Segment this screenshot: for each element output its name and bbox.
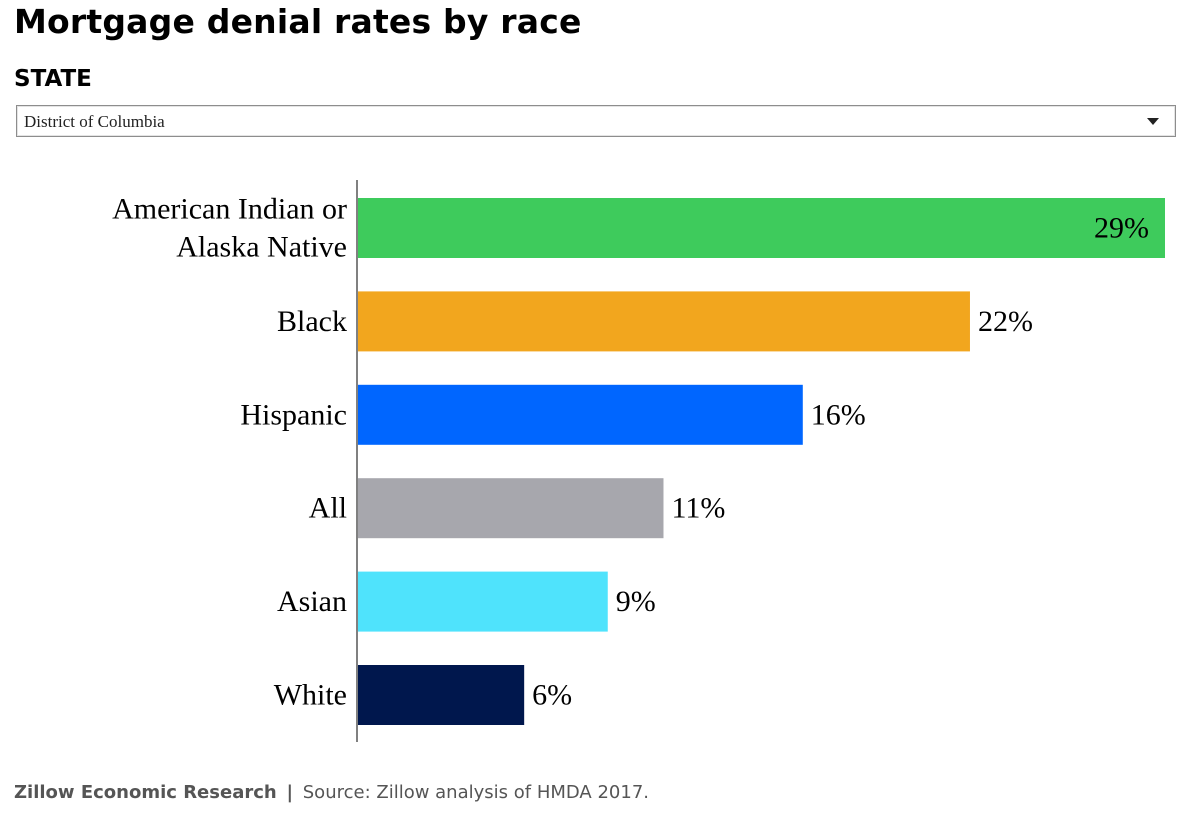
bar [358, 665, 525, 725]
state-filter-label: STATE [14, 66, 92, 92]
footer: Zillow Economic Research | Source: Zillo… [14, 782, 649, 803]
category-label: Asian [277, 585, 347, 618]
category-label: Alaska Native [176, 231, 347, 264]
state-dropdown-value: District of Columbia [24, 112, 165, 131]
data-label: 11% [671, 492, 725, 525]
bar [358, 571, 608, 632]
category-label: American Indian or [112, 193, 347, 226]
bar [358, 478, 664, 539]
state-dropdown[interactable]: District of Columbia [16, 105, 1176, 137]
data-label: 16% [811, 398, 866, 431]
data-label: 22% [978, 305, 1033, 338]
footer-org: Zillow Economic Research [14, 782, 277, 803]
footer-source: Source: Zillow analysis of HMDA 2017. [302, 782, 649, 803]
bar [358, 291, 970, 352]
category-label: Hispanic [240, 398, 347, 431]
category-label: Black [277, 305, 347, 338]
chart-title: Mortgage denial rates by race [14, 2, 582, 41]
bar [358, 384, 803, 445]
footer-separator: | [286, 782, 294, 803]
chevron-down-icon [1147, 118, 1159, 125]
category-label: White [274, 679, 347, 712]
data-label: 29% [1094, 212, 1149, 245]
data-label: 9% [616, 585, 656, 618]
bar [358, 198, 1165, 258]
category-label: All [309, 492, 347, 525]
data-label: 6% [532, 679, 572, 712]
